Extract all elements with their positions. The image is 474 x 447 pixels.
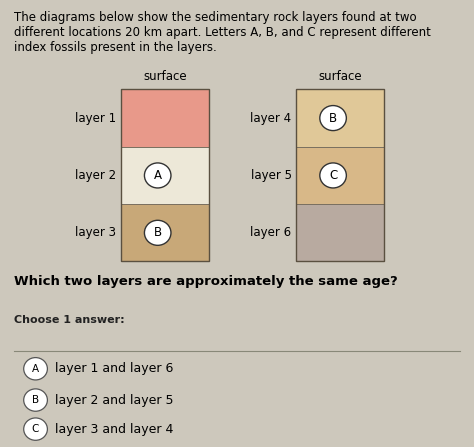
Bar xyxy=(121,89,209,147)
Text: layer 4: layer 4 xyxy=(250,112,292,125)
Circle shape xyxy=(145,220,171,245)
Bar xyxy=(296,147,384,204)
Text: The diagrams below show the sedimentary rock layers found at two
different locat: The diagrams below show the sedimentary … xyxy=(14,11,431,54)
Text: layer 2 and layer 5: layer 2 and layer 5 xyxy=(55,393,173,407)
Circle shape xyxy=(145,163,171,188)
Text: surface: surface xyxy=(319,70,362,83)
Text: A: A xyxy=(32,364,39,374)
Text: layer 3 and layer 4: layer 3 and layer 4 xyxy=(55,422,173,436)
Circle shape xyxy=(320,163,346,188)
Bar xyxy=(121,147,209,204)
Bar xyxy=(121,89,209,261)
Text: layer 2: layer 2 xyxy=(75,169,116,182)
Circle shape xyxy=(320,105,346,131)
Circle shape xyxy=(24,358,47,380)
Text: A: A xyxy=(154,169,162,182)
Bar xyxy=(121,204,209,261)
Text: B: B xyxy=(329,112,337,125)
Text: C: C xyxy=(329,169,337,182)
Text: C: C xyxy=(32,424,39,434)
Text: Which two layers are approximately the same age?: Which two layers are approximately the s… xyxy=(14,275,398,288)
Text: Choose 1 answer:: Choose 1 answer: xyxy=(14,315,125,325)
Text: layer 1: layer 1 xyxy=(75,112,116,125)
Text: B: B xyxy=(32,395,39,405)
Text: layer 5: layer 5 xyxy=(251,169,292,182)
Text: layer 1 and layer 6: layer 1 and layer 6 xyxy=(55,362,173,375)
Circle shape xyxy=(24,389,47,411)
Text: layer 3: layer 3 xyxy=(75,226,116,239)
Text: surface: surface xyxy=(143,70,187,83)
Circle shape xyxy=(24,418,47,440)
Text: layer 6: layer 6 xyxy=(250,226,292,239)
Bar xyxy=(296,89,384,147)
Bar xyxy=(296,89,384,261)
Text: B: B xyxy=(154,226,162,239)
Bar xyxy=(296,204,384,261)
